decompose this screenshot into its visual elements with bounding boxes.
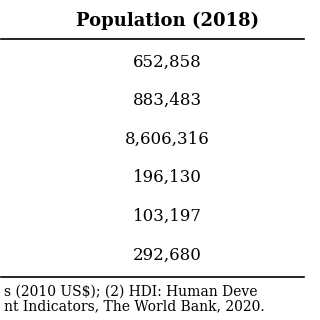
Text: 8,606,316: 8,606,316 [125,131,210,148]
Text: 196,130: 196,130 [133,169,202,186]
Text: 652,858: 652,858 [133,53,202,70]
Text: nt Indicators, The World Bank, 2020.: nt Indicators, The World Bank, 2020. [4,299,265,313]
Text: Population (2018): Population (2018) [76,11,259,29]
Text: 292,680: 292,680 [133,246,202,263]
Text: 883,483: 883,483 [133,92,202,109]
Text: s (2010 US$); (2) HDI: Human Deve: s (2010 US$); (2) HDI: Human Deve [4,285,258,299]
Text: 103,197: 103,197 [133,208,202,225]
